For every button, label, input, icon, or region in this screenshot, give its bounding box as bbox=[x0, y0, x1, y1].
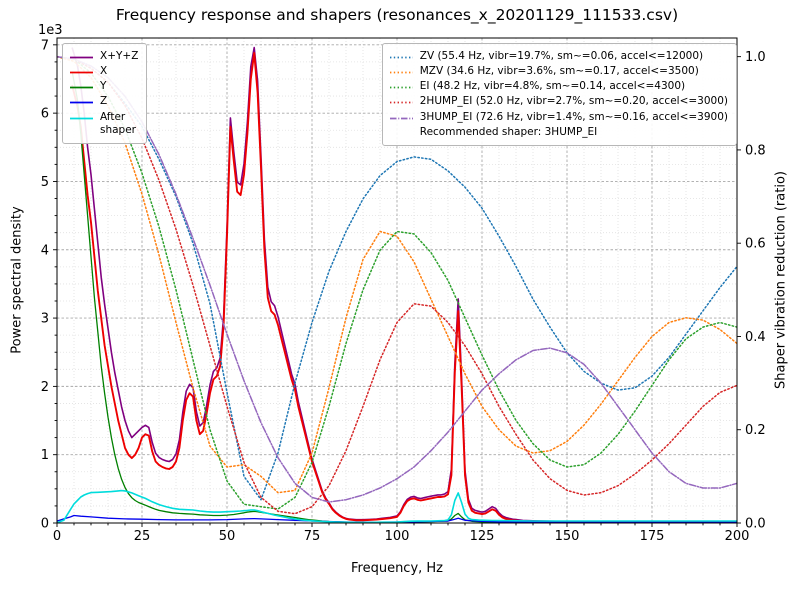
left-y-tick-label: 7 bbox=[41, 38, 49, 53]
legend-line-sample-icon bbox=[389, 56, 413, 59]
legend-label: X+Y+Z bbox=[100, 50, 139, 62]
right-y-tick-label: 0.8 bbox=[745, 143, 766, 158]
series-shaper-2hump-ei bbox=[57, 55, 737, 515]
right-y-tick-label: 0.0 bbox=[745, 517, 766, 532]
x-tick-label: 200 bbox=[725, 529, 750, 544]
chart-title: Frequency response and shapers (resonanc… bbox=[115, 6, 679, 24]
legend-label: MZV (34.6 Hz, vibr=3.6%, sm~=0.17, accel… bbox=[419, 65, 699, 78]
legend-item: Recommended shaper: 3HUMP_EI bbox=[389, 126, 728, 139]
right-axis-label: Shaper vibration reduction (ratio) bbox=[773, 171, 789, 389]
left-axis-label: Power spectral density bbox=[9, 206, 25, 354]
series-shaper-ei bbox=[57, 55, 737, 510]
left-y-tick-label: 6 bbox=[41, 107, 49, 122]
x-tick-label: 0 bbox=[53, 529, 61, 544]
legend-item: Z bbox=[69, 95, 138, 108]
legend-line-sample-icon bbox=[70, 56, 93, 59]
legend-label: 3HUMP_EI (72.6 Hz, vibr=1.4%, sm~=0.16, … bbox=[419, 110, 728, 123]
right-y-tick-label: 0.2 bbox=[745, 423, 766, 438]
left-y-tick-label: 0 bbox=[41, 517, 49, 532]
x-tick-label: 125 bbox=[470, 529, 495, 544]
series-shaper-mzv bbox=[57, 55, 737, 494]
x-tick-label: 150 bbox=[555, 529, 580, 544]
legend-item: EI (48.2 Hz, vibr=4.8%, sm~=0.14, accel<… bbox=[389, 80, 728, 93]
legend-label: Recommended shaper: 3HUMP_EI bbox=[419, 125, 598, 138]
series-shaper-3hump-ei bbox=[57, 55, 737, 503]
legend-label: EI (48.2 Hz, vibr=4.8%, sm~=0.14, accel<… bbox=[419, 80, 686, 93]
legend-line-sample-icon bbox=[389, 102, 413, 104]
left-y-tick-label: 1 bbox=[41, 448, 49, 463]
legend-item: 2HUMP_EI (52.0 Hz, vibr=2.7%, sm~=0.20, … bbox=[389, 95, 728, 108]
legend-blank-sample bbox=[389, 129, 414, 138]
right-y-tick-label: 0.4 bbox=[745, 330, 766, 345]
legend-label: Z bbox=[100, 95, 108, 108]
legend-label: X bbox=[100, 65, 108, 78]
legend-line-sample-icon bbox=[70, 86, 93, 89]
x-tick-label: 25 bbox=[134, 529, 151, 544]
x-tick-label: 75 bbox=[304, 529, 321, 544]
legend-label: 2HUMP_EI (52.0 Hz, vibr=2.7%, sm~=0.20, … bbox=[419, 95, 728, 108]
legend-label: After shaper bbox=[100, 110, 137, 136]
legend-item: After shaper bbox=[69, 111, 138, 137]
legend-line-sample-icon bbox=[70, 102, 93, 104]
legend-shapers: ZV (55.4 Hz, vibr=19.7%, sm~=0.06, accel… bbox=[381, 43, 737, 146]
series-shaper-zv bbox=[57, 55, 737, 501]
legend-item: Y bbox=[69, 80, 138, 93]
right-y-tick-label: 0.6 bbox=[745, 237, 766, 252]
x-tick-label: 175 bbox=[640, 529, 665, 544]
x-axis-label: Frequency, Hz bbox=[350, 561, 444, 576]
left-y-tick-label: 3 bbox=[41, 312, 49, 327]
right-y-tick-label: 1.0 bbox=[745, 50, 766, 65]
y-axis-offset-text: 1e3 bbox=[38, 23, 63, 38]
legend-item: ZV (55.4 Hz, vibr=19.7%, sm~=0.06, accel… bbox=[389, 50, 728, 63]
legend-psd: X+Y+Z X Y Z After shaper bbox=[62, 43, 148, 144]
legend-line-sample-icon bbox=[70, 117, 93, 119]
legend-line-sample-icon bbox=[70, 71, 93, 74]
legend-label: ZV (55.4 Hz, vibr=19.7%, sm~=0.06, accel… bbox=[419, 50, 704, 62]
series-psd-after-shaper bbox=[57, 489, 737, 523]
series-psd-y bbox=[71, 71, 737, 523]
left-y-tick-label: 5 bbox=[41, 175, 49, 190]
left-y-tick-label: 2 bbox=[41, 380, 49, 395]
legend-label: Y bbox=[100, 80, 107, 93]
x-tick-label: 50 bbox=[219, 529, 236, 544]
tick-labels: 0 25 50 75 100 125 150 175 200 0 1 2 3 4 5 6 7 0.0 0.2 0.4 0… bbox=[41, 38, 766, 544]
series bbox=[57, 46, 737, 523]
legend-item: X+Y+Z bbox=[69, 50, 138, 63]
legend-line-sample-icon bbox=[389, 71, 413, 74]
legend-item: MZV (34.6 Hz, vibr=3.6%, sm~=0.17, accel… bbox=[389, 65, 728, 78]
legend-item: 3HUMP_EI (72.6 Hz, vibr=1.4%, sm~=0.16, … bbox=[389, 111, 728, 124]
left-y-tick-label: 4 bbox=[41, 243, 49, 258]
legend-item: X bbox=[69, 65, 138, 78]
x-tick-label: 100 bbox=[385, 529, 410, 544]
series-psd-x bbox=[71, 52, 737, 523]
legend-line-sample-icon bbox=[389, 86, 413, 89]
legend-line-sample-icon bbox=[389, 117, 413, 119]
